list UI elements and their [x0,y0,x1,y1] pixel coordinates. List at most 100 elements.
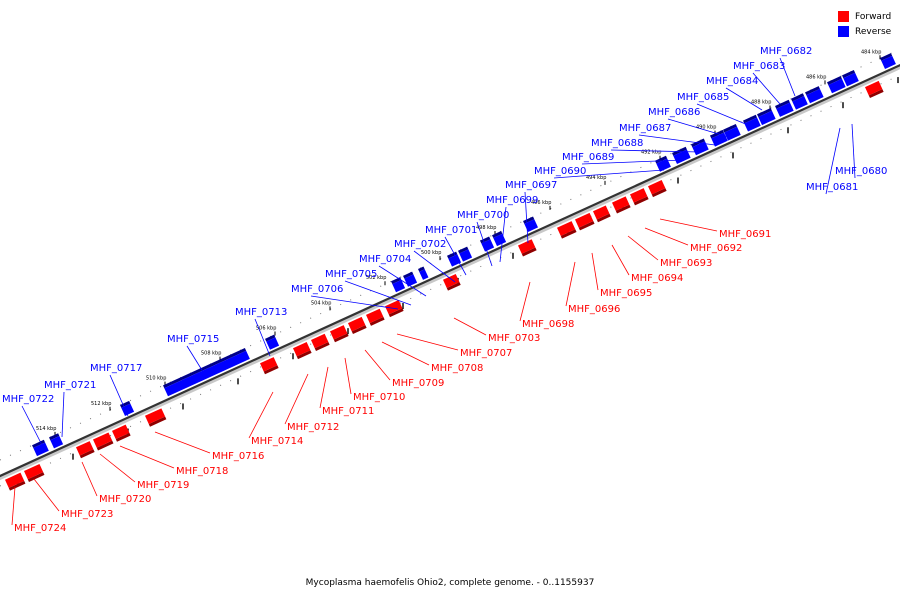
forward-gene-label: MHF_0709 [392,378,444,389]
genome-backbone [0,63,900,478]
reverse-gene-label: MHF_0682 [760,46,812,57]
gene-bevel [265,334,276,342]
reverse-gene-box [791,93,808,110]
gene-body [828,78,846,94]
forward-gene-label: MHF_0712 [287,422,339,433]
reverse-gene-label: MHF_0706 [291,284,343,295]
legend-forward-label: Forward [855,11,892,22]
reverse-gene-box [120,400,135,416]
gene-body [93,432,113,448]
forward-gene-box [518,239,537,257]
reverse-gene-label: MHF_0688 [591,138,643,149]
gene-bevel [388,308,404,318]
gene-bevel [523,216,535,224]
forward-gene-box [443,273,461,291]
reverse-gene-box [391,277,406,293]
gene-bevel [403,271,414,279]
reverse-gene-box [418,266,429,280]
gene-body [776,102,794,117]
scale-tick-label: 496 kbp [531,200,551,206]
reverse-gene-box [743,114,761,132]
forward-gene-box [112,424,131,442]
gene-body [24,463,44,480]
gene-bevel [743,114,757,124]
reverse-gene-label: MHF_0683 [733,61,785,72]
gene-body [612,196,630,211]
forward-gene-leader [11,486,16,526]
reverse-gene-leader [825,127,841,195]
forward-gene-label: MHF_0720 [99,494,151,505]
gene-body [348,316,366,332]
gene-body [33,442,49,457]
gene-bevel [633,196,649,206]
forward-gene-box [575,212,595,231]
gene-body [293,342,311,357]
reverse-gene-label: MHF_0702 [394,239,446,250]
gene-bevel [96,440,114,451]
gene-body [758,110,776,126]
gene-bevel [49,433,60,441]
gene-bevel [615,204,631,214]
gene-bevel [458,246,469,254]
reverse-gene-label: MHF_0713 [235,307,287,318]
gene-body [593,205,610,220]
forward-gene-leader [453,317,487,336]
scale-tick-label: 486 kbp [806,74,826,80]
gene-bevel [757,108,772,117]
reverse-gene-label: MHF_0699 [486,195,538,206]
gene-bevel [369,316,385,326]
gene-bevel [115,432,131,442]
legend-forward: Forward [838,9,891,24]
gene-bevel [651,188,667,198]
forward-gene-leader [344,357,352,395]
scale-tick-label: 494 kbp [586,175,606,181]
gene-body [112,424,130,440]
gene-bevel [314,341,330,351]
backbone-shadow [0,66,900,481]
gene-bevel [775,99,790,109]
gene-bevel [446,282,461,291]
gene-bevel [596,213,611,223]
scale-tick-label: 492 kbp [641,150,661,156]
forward-gene-leader [248,391,274,439]
forward-gene-label: MHF_0695 [600,288,652,299]
gene-bevel [263,365,279,375]
gene-body [121,403,135,416]
gene-bevel [79,449,95,459]
scale-tick-label: 504 kbp [311,300,331,306]
reverse-gene-box [447,251,462,267]
reverse-gene-box [880,53,896,69]
gene-bevel [560,229,577,239]
gene-bevel [868,89,884,99]
reverse-gene-leader [186,345,206,376]
gene-body [419,269,429,280]
gene-body [711,132,728,147]
gene-body [843,72,859,87]
forward-gene-label: MHF_0698 [522,319,574,330]
reverse-gene-leader [779,57,796,97]
reverse-gene-box [49,433,64,449]
gene-bevel [521,247,537,257]
scale-tick-label: 502 kbp [366,275,386,281]
forward-gene-label: MHF_0711 [322,406,374,417]
legend: Forward Reverse [838,9,891,39]
reverse-gene-leader [696,103,749,126]
forward-swatch [838,11,849,22]
reverse-gene-box [480,236,495,252]
forward-gene-box [293,342,312,360]
gene-bevel [842,70,856,79]
forward-gene-box [260,357,279,375]
forward-gene-box [348,316,367,335]
gene-body [459,249,473,262]
forward-gene-label: MHF_0708 [431,363,483,374]
reverse-gene-label: MHF_0697 [505,180,557,191]
reverse-gene-box [827,76,846,94]
reverse-gene-leader [610,149,701,153]
forward-gene-box [145,408,167,427]
forward-gene-label: MHF_0696 [568,304,620,315]
gene-bevel [655,155,668,164]
gene-body [630,188,648,203]
reverse-gene-leader [553,169,665,179]
gene-body [260,357,278,372]
